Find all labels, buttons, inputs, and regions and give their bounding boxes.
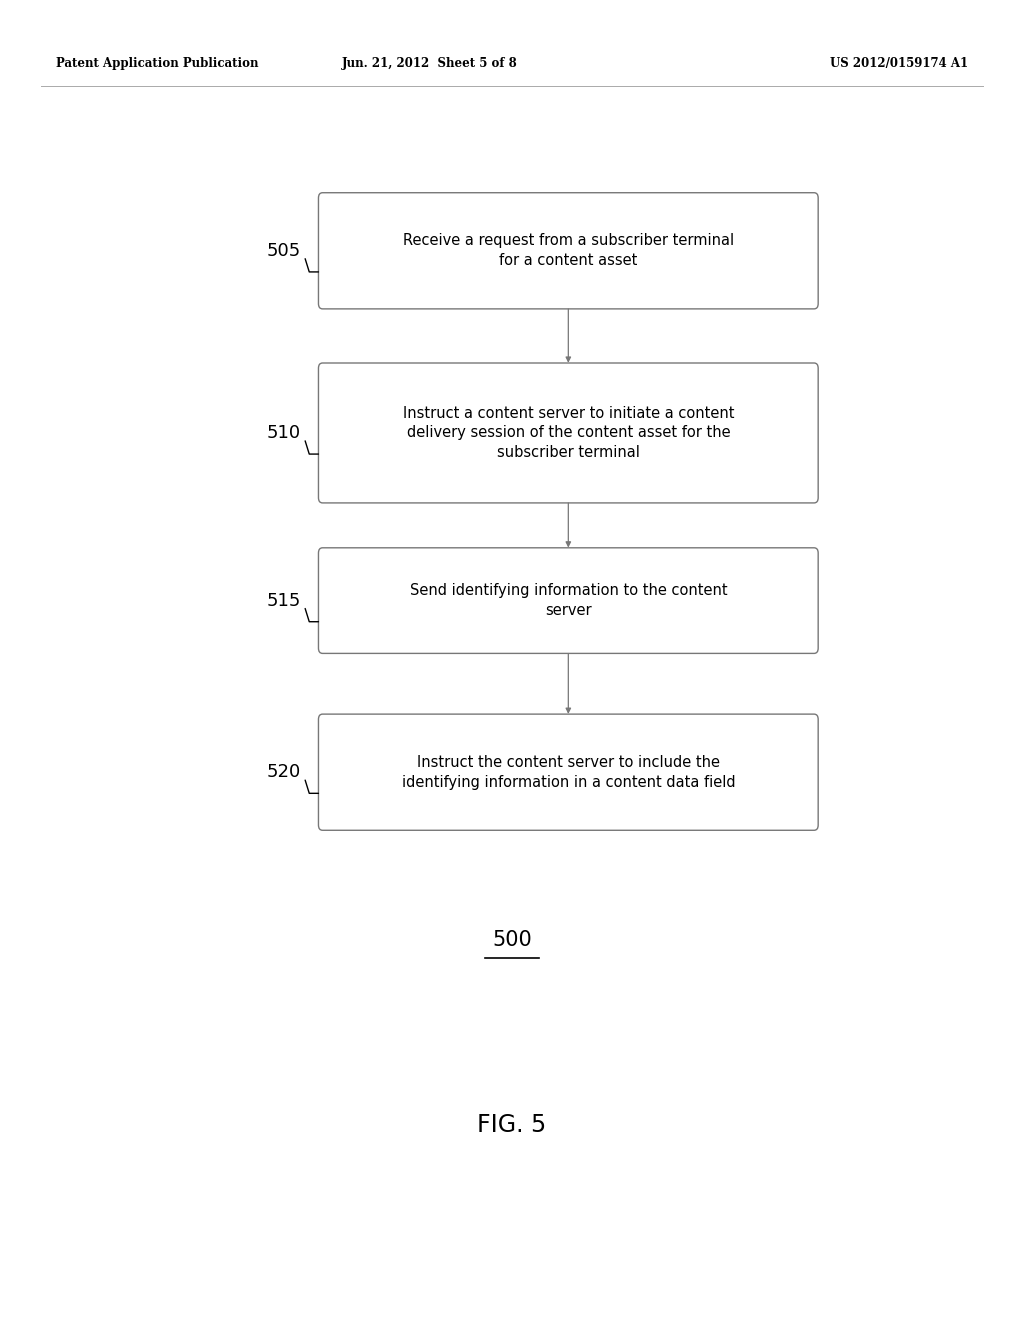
Text: Jun. 21, 2012  Sheet 5 of 8: Jun. 21, 2012 Sheet 5 of 8 bbox=[342, 57, 518, 70]
Text: Receive a request from a subscriber terminal
for a content asset: Receive a request from a subscriber term… bbox=[402, 234, 734, 268]
Text: Instruct the content server to include the
identifying information in a content : Instruct the content server to include t… bbox=[401, 755, 735, 789]
Text: 520: 520 bbox=[266, 763, 300, 781]
Text: Send identifying information to the content
server: Send identifying information to the cont… bbox=[410, 583, 727, 618]
Text: 505: 505 bbox=[266, 242, 300, 260]
Text: 510: 510 bbox=[266, 424, 300, 442]
Text: US 2012/0159174 A1: US 2012/0159174 A1 bbox=[829, 57, 968, 70]
Text: Instruct a content server to initiate a content
delivery session of the content : Instruct a content server to initiate a … bbox=[402, 405, 734, 461]
FancyBboxPatch shape bbox=[318, 363, 818, 503]
Text: 500: 500 bbox=[493, 929, 531, 950]
Text: FIG. 5: FIG. 5 bbox=[477, 1113, 547, 1137]
FancyBboxPatch shape bbox=[318, 193, 818, 309]
FancyBboxPatch shape bbox=[318, 714, 818, 830]
Text: Patent Application Publication: Patent Application Publication bbox=[56, 57, 259, 70]
Text: 515: 515 bbox=[266, 591, 301, 610]
FancyBboxPatch shape bbox=[318, 548, 818, 653]
